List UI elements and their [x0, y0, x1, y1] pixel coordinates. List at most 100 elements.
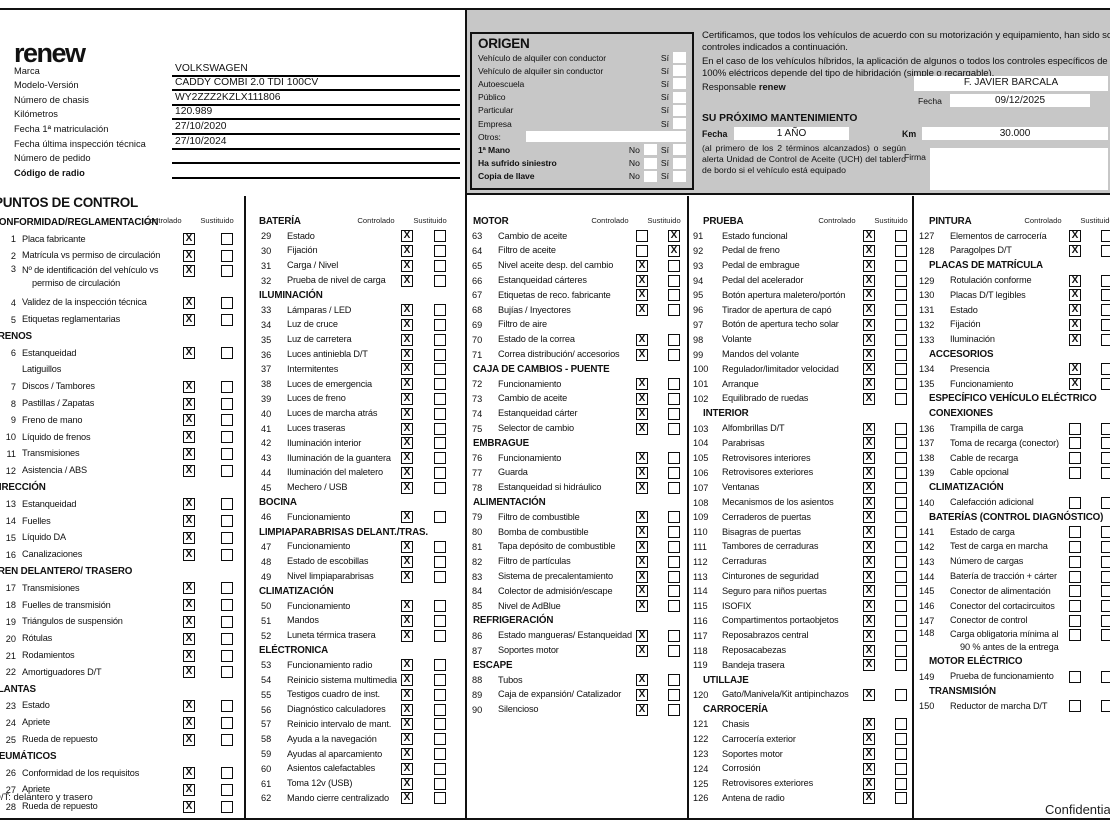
controlado-checkbox[interactable]: X	[401, 466, 413, 479]
controlado-checkbox[interactable]: X	[183, 249, 195, 262]
sustituido-checkbox[interactable]	[1101, 614, 1110, 627]
sustituido-checkbox[interactable]	[668, 289, 680, 302]
no-checkbox[interactable]	[643, 157, 657, 169]
sustituido-checkbox[interactable]	[434, 274, 446, 287]
sustituido-checkbox[interactable]	[434, 244, 446, 257]
controlado-checkbox[interactable]: X	[636, 703, 648, 716]
controlado-checkbox[interactable]: X	[863, 481, 875, 494]
controlado-checkbox[interactable]: X	[183, 716, 195, 729]
sustituido-checkbox[interactable]	[895, 274, 907, 287]
si-checkbox[interactable]	[673, 65, 686, 77]
sustituido-checkbox[interactable]	[221, 380, 233, 393]
sustituido-checkbox[interactable]	[434, 511, 446, 524]
sustituido-checkbox[interactable]	[221, 767, 233, 780]
controlado-checkbox[interactable]	[1069, 496, 1081, 509]
controlado-checkbox[interactable]: X	[636, 274, 648, 287]
sustituido-checkbox[interactable]	[668, 378, 680, 391]
controlado-checkbox[interactable]: X	[401, 733, 413, 746]
controlado-checkbox[interactable]: X	[863, 570, 875, 583]
km-input[interactable]: 30.000	[922, 127, 1108, 140]
sustituido-checkbox[interactable]	[1101, 540, 1110, 553]
sustituido-checkbox[interactable]	[1101, 437, 1110, 450]
si-checkbox[interactable]	[673, 144, 686, 156]
sustituido-checkbox[interactable]	[895, 659, 907, 672]
sustituido-checkbox[interactable]	[434, 659, 446, 672]
si-checkbox[interactable]	[673, 78, 686, 90]
sustituido-checkbox[interactable]	[221, 233, 233, 246]
controlado-checkbox[interactable]: X	[183, 615, 195, 628]
controlado-checkbox[interactable]: X	[636, 644, 648, 657]
responsable-input[interactable]: F. JAVIER BARCALA	[914, 76, 1108, 91]
sustituido-checkbox[interactable]	[668, 703, 680, 716]
sustituido-checkbox[interactable]	[668, 466, 680, 479]
controlado-checkbox[interactable]	[1069, 629, 1081, 642]
controlado-checkbox[interactable]: X	[863, 348, 875, 361]
controlado-checkbox[interactable]	[1069, 670, 1081, 683]
no-checkbox[interactable]	[643, 170, 657, 182]
controlado-checkbox[interactable]: X	[863, 422, 875, 435]
sustituido-checkbox[interactable]	[895, 496, 907, 509]
controlado-checkbox[interactable]: X	[636, 629, 648, 642]
controlado-checkbox[interactable]: X	[636, 333, 648, 346]
sustituido-checkbox[interactable]	[434, 762, 446, 775]
controlado-checkbox[interactable]: X	[401, 274, 413, 287]
sustituido-checkbox[interactable]	[434, 600, 446, 613]
controlado-checkbox[interactable]: X	[183, 313, 195, 326]
controlado-checkbox[interactable]: X	[863, 289, 875, 302]
sustituido-checkbox[interactable]	[895, 777, 907, 790]
controlado-checkbox[interactable]: X	[401, 318, 413, 331]
controlado-checkbox[interactable]: X	[863, 614, 875, 627]
controlado-checkbox[interactable]: X	[401, 540, 413, 553]
controlado-checkbox[interactable]: X	[183, 397, 195, 410]
controlado-checkbox[interactable]: X	[863, 392, 875, 405]
sustituido-checkbox[interactable]	[895, 392, 907, 405]
controlado-checkbox[interactable]: X	[401, 718, 413, 731]
sustituido-checkbox[interactable]	[434, 629, 446, 642]
controlado-checkbox[interactable]: X	[863, 511, 875, 524]
controlado-checkbox[interactable]: X	[401, 230, 413, 243]
controlado-checkbox[interactable]: X	[183, 699, 195, 712]
controlado-checkbox[interactable]: X	[401, 777, 413, 790]
controlado-checkbox[interactable]: X	[863, 437, 875, 450]
controlado-checkbox[interactable]: X	[401, 748, 413, 761]
sustituido-checkbox[interactable]	[668, 304, 680, 317]
controlado-checkbox[interactable]: X	[401, 244, 413, 257]
controlado-checkbox[interactable]: X	[636, 674, 648, 687]
sustituido-checkbox[interactable]	[895, 733, 907, 746]
controlado-checkbox[interactable]	[1069, 614, 1081, 627]
sustituido-checkbox[interactable]	[434, 230, 446, 243]
controlado-checkbox[interactable]: X	[636, 289, 648, 302]
sustituido-checkbox[interactable]	[221, 716, 233, 729]
sustituido-checkbox[interactable]	[895, 718, 907, 731]
controlado-checkbox[interactable]	[1069, 585, 1081, 598]
sustituido-checkbox[interactable]	[434, 392, 446, 405]
controlado-checkbox[interactable]: X	[183, 649, 195, 662]
controlado-checkbox[interactable]: X	[863, 777, 875, 790]
sustituido-checkbox[interactable]	[895, 481, 907, 494]
sustituido-checkbox[interactable]	[668, 688, 680, 701]
controlado-checkbox[interactable]: X	[401, 363, 413, 376]
controlado-checkbox[interactable]: X	[401, 570, 413, 583]
no-checkbox[interactable]	[643, 144, 657, 156]
fecha-input[interactable]: 09/12/2025	[950, 94, 1090, 107]
controlado-checkbox[interactable]: X	[863, 318, 875, 331]
controlado-checkbox[interactable]: X	[863, 748, 875, 761]
controlado-checkbox[interactable]: X	[401, 407, 413, 420]
controlado-checkbox[interactable]: X	[183, 447, 195, 460]
sustituido-checkbox[interactable]	[1101, 363, 1110, 376]
sustituido-checkbox[interactable]	[895, 792, 907, 805]
controlado-checkbox[interactable]: X	[863, 466, 875, 479]
sustituido-checkbox[interactable]	[668, 511, 680, 524]
controlado-checkbox[interactable]: X	[183, 414, 195, 427]
controlado-checkbox[interactable]: X	[636, 259, 648, 272]
sustituido-checkbox[interactable]	[221, 699, 233, 712]
controlado-checkbox[interactable]: X	[401, 659, 413, 672]
si-checkbox[interactable]	[673, 52, 686, 64]
controlado-checkbox[interactable]: X	[863, 274, 875, 287]
sustituido-checkbox[interactable]	[668, 348, 680, 361]
sustituido-checkbox[interactable]	[221, 431, 233, 444]
sustituido-checkbox[interactable]	[221, 666, 233, 679]
sustituido-checkbox[interactable]	[895, 437, 907, 450]
controlado-checkbox[interactable]: X	[401, 703, 413, 716]
controlado-checkbox[interactable]: X	[183, 582, 195, 595]
